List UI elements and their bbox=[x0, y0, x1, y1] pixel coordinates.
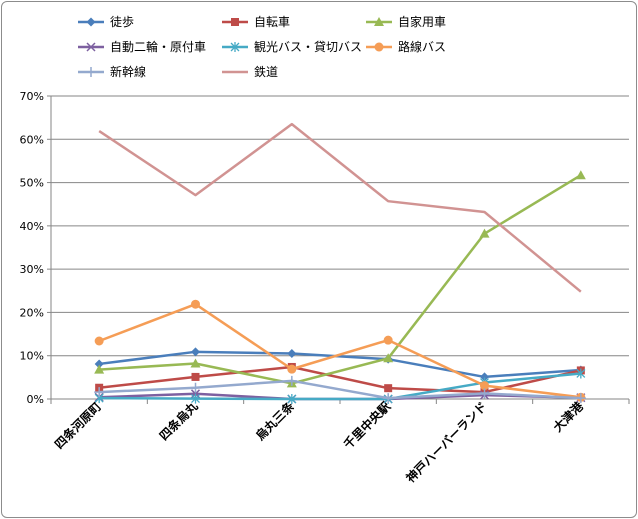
data-point bbox=[286, 375, 297, 386]
data-point bbox=[191, 372, 200, 381]
series-line bbox=[99, 379, 581, 400]
x-tick-label: 四条河原町 bbox=[51, 399, 104, 452]
x-tick-label: 大津港 bbox=[550, 398, 587, 435]
x-tick-label: 千里中央駅 bbox=[340, 398, 394, 452]
legend-label: 観光バス・貸切バス bbox=[254, 39, 362, 54]
legend-label: 新幹線 bbox=[110, 64, 146, 79]
series-line bbox=[98, 122, 582, 293]
data-point bbox=[94, 364, 105, 374]
data-point bbox=[479, 228, 490, 238]
data-point bbox=[383, 393, 394, 404]
data-point bbox=[575, 170, 586, 180]
data-point bbox=[94, 336, 104, 346]
legend-item: 路線バス bbox=[366, 39, 446, 54]
data-point bbox=[94, 387, 105, 398]
y-tick-label: 70% bbox=[20, 90, 44, 103]
data-point bbox=[86, 67, 96, 77]
data-point bbox=[374, 42, 384, 52]
data-point bbox=[94, 359, 104, 369]
data-point bbox=[287, 394, 297, 404]
y-tick-label: 60% bbox=[20, 133, 44, 146]
data-point bbox=[231, 18, 239, 26]
x-tick-label: 四条烏丸 bbox=[156, 398, 201, 443]
data-point bbox=[191, 299, 200, 309]
data-point bbox=[287, 349, 297, 359]
y-axis-tick-labels: 0% 10% 20% 30% 40% 50% 60% 70% bbox=[20, 90, 44, 406]
legend-item: 観光バス・貸切バス bbox=[222, 39, 362, 54]
axes bbox=[47, 95, 630, 404]
legend-label: 路線バス bbox=[398, 39, 446, 54]
series-line bbox=[98, 302, 581, 399]
data-point bbox=[575, 393, 586, 404]
data-point bbox=[191, 347, 200, 357]
legend-label: 自家用車 bbox=[398, 14, 446, 29]
legend-label: 自転車 bbox=[254, 15, 290, 29]
legend-item: 新幹線 bbox=[78, 64, 146, 79]
series-line bbox=[99, 372, 581, 401]
data-point bbox=[479, 388, 490, 399]
y-tick-label: 40% bbox=[20, 220, 44, 233]
data-point bbox=[191, 393, 200, 404]
series-lines bbox=[94, 122, 586, 404]
y-tick-label: 20% bbox=[20, 306, 44, 319]
data-point bbox=[383, 335, 393, 345]
data-point bbox=[86, 17, 96, 27]
legend-item: 自家用車 bbox=[366, 14, 446, 29]
y-tick-label: 0% bbox=[27, 393, 44, 406]
legend-item: 徒歩 bbox=[78, 14, 134, 29]
y-tick-label: 50% bbox=[20, 177, 44, 190]
legend-item: 鉄道 bbox=[222, 64, 278, 79]
x-tick-label: 烏丸三条 bbox=[252, 398, 297, 443]
data-point bbox=[190, 358, 201, 368]
legend-label: 鉄道 bbox=[254, 64, 278, 79]
y-tick-label: 10% bbox=[20, 350, 44, 363]
data-point bbox=[86, 42, 96, 52]
series-7 bbox=[94, 375, 586, 404]
series-8 bbox=[98, 122, 582, 293]
series-6 bbox=[94, 299, 586, 402]
y-tick-label: 30% bbox=[20, 263, 44, 276]
data-point bbox=[576, 368, 586, 379]
gridlines bbox=[51, 95, 629, 357]
data-point bbox=[230, 42, 240, 52]
x-axis-tick-labels: 四条河原町 四条烏丸 烏丸三条 千里中央駅 神戸ハーバーランド 大津港 bbox=[51, 398, 586, 486]
data-point bbox=[480, 381, 489, 391]
data-point bbox=[384, 384, 393, 393]
legend-item: 自転車 bbox=[222, 15, 290, 29]
data-point bbox=[374, 17, 384, 26]
series-line bbox=[99, 350, 581, 379]
legend-item: 自動二輪・原付車 bbox=[78, 39, 206, 54]
series-line bbox=[99, 174, 582, 385]
data-point bbox=[190, 382, 201, 393]
data-point bbox=[383, 353, 394, 363]
legend-label: 自動二輪・原付車 bbox=[110, 39, 206, 54]
data-point bbox=[480, 372, 489, 382]
data-point bbox=[287, 364, 297, 374]
x-tick-label: 神戸ハーバーランド bbox=[403, 399, 490, 486]
legend-label: 徒歩 bbox=[110, 14, 134, 29]
